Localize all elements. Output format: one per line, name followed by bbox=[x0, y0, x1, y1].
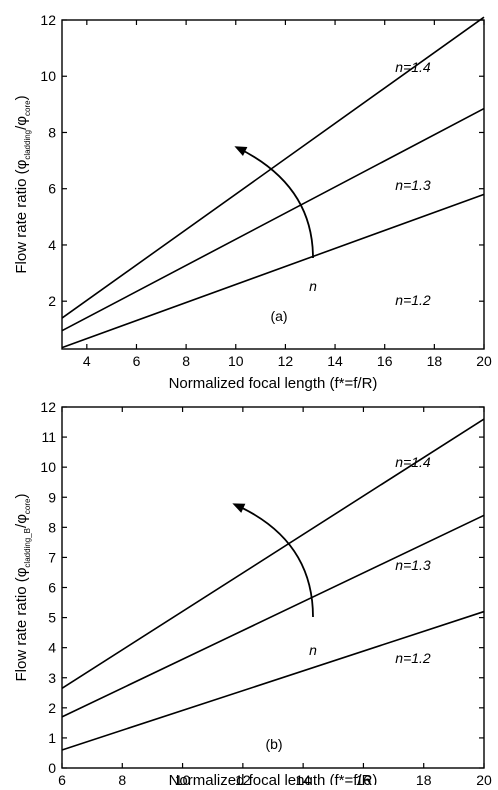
arrow-label: n bbox=[309, 278, 317, 294]
y-axis-title-part: cladding bbox=[23, 130, 32, 160]
trend-arrow bbox=[237, 147, 314, 259]
x-tick-label: 6 bbox=[58, 772, 66, 785]
series-line-n-1-2 bbox=[61, 193, 485, 349]
y-tick-label: 8 bbox=[48, 519, 56, 535]
y-axis-title-part: ) bbox=[13, 494, 30, 499]
x-tick-label: 12 bbox=[278, 353, 294, 369]
series-label: n=1.2 bbox=[395, 292, 431, 308]
y-tick-label: 6 bbox=[48, 181, 56, 197]
x-tick-label: 4 bbox=[83, 353, 91, 369]
y-axis-title-part: φ bbox=[13, 116, 30, 126]
x-tick-label: 8 bbox=[118, 772, 126, 785]
y-axis-title-part: / bbox=[13, 125, 30, 130]
x-tick-label: 16 bbox=[377, 353, 393, 369]
y-axis-title-part: / bbox=[13, 523, 30, 528]
y-tick-label: 12 bbox=[40, 399, 56, 415]
y-tick-label: 1 bbox=[48, 730, 56, 746]
y-tick-label: 11 bbox=[41, 429, 56, 445]
arrowhead-icon bbox=[232, 503, 246, 513]
y-axis-title-part: cladding_B bbox=[23, 528, 32, 568]
series-label: n=1.4 bbox=[395, 59, 431, 75]
y-tick-label: 0 bbox=[48, 760, 56, 776]
x-tick-label: 20 bbox=[476, 772, 492, 785]
y-axis-title-part: core bbox=[23, 498, 32, 514]
y-tick-label: 2 bbox=[48, 293, 56, 309]
arrow-label: n bbox=[309, 642, 317, 658]
x-tick-label: 14 bbox=[327, 353, 343, 369]
x-axis-title: Normalized focal length (f*=f/R) bbox=[169, 772, 378, 785]
series-line-n-1-4 bbox=[61, 16, 485, 319]
y-axis-title-part: φ bbox=[13, 514, 30, 524]
series-line-n-1-4 bbox=[61, 418, 485, 689]
y-tick-label: 5 bbox=[48, 610, 56, 626]
series-label: n=1.3 bbox=[395, 177, 431, 193]
x-tick-label: 6 bbox=[133, 353, 141, 369]
y-tick-label: 4 bbox=[48, 237, 56, 253]
trend-arrow bbox=[235, 504, 314, 618]
series-line-n-1-2 bbox=[61, 610, 485, 751]
x-tick-label: 12 bbox=[235, 772, 251, 785]
y-axis-title-part: Flow rate ratio ( bbox=[13, 169, 30, 273]
chart-panel-b: 6 8 10 12 14 16 18 200123456789101112n=1.4n=1.3… bbox=[13, 399, 492, 789]
x-tick-label: 10 bbox=[228, 353, 244, 369]
series-label: n=1.3 bbox=[395, 557, 431, 573]
arrowhead-icon bbox=[234, 146, 248, 157]
y-tick-label: 12 bbox=[40, 12, 56, 28]
series-label: n=1.2 bbox=[395, 650, 431, 666]
chart-panel-a: 4 6 8 10 12 14 16 18 20 2 4 6 8 10 12 n=1.4 n=1.3 n=1.2 n (… bbox=[13, 12, 492, 392]
series-line-n-1-3 bbox=[61, 107, 485, 332]
y-axis-title-part: Flow rate ratio ( bbox=[13, 577, 30, 681]
y-axis-title-part: φ bbox=[13, 159, 30, 169]
y-axis-title: Flow rate ratio (φcladding/φcore) bbox=[13, 95, 32, 273]
series-line-n-1-3 bbox=[61, 514, 485, 718]
x-tick-label: 18 bbox=[427, 353, 443, 369]
panel-label: (a) bbox=[270, 308, 287, 324]
y-axis-title-part: core bbox=[23, 100, 32, 116]
y-tick-label: 6 bbox=[48, 580, 56, 596]
panel-label: (b) bbox=[265, 736, 282, 752]
x-tick-label: 18 bbox=[416, 772, 432, 785]
y-tick-label: 4 bbox=[48, 640, 56, 656]
y-tick-label: 3 bbox=[48, 670, 56, 686]
y-tick-label: 8 bbox=[48, 124, 56, 140]
series-label: n=1.4 bbox=[395, 454, 431, 470]
y-axis-title: Flow rate ratio (φcladding_B/φcore) bbox=[13, 494, 32, 682]
x-tick-label: 8 bbox=[182, 353, 190, 369]
x-tick-label: 16 bbox=[356, 772, 372, 785]
x-tick-label: 20 bbox=[476, 353, 492, 369]
y-axis-title-part: φ bbox=[13, 567, 30, 577]
x-axis-title: Normalized focal length (f*=f/R) bbox=[169, 375, 378, 392]
y-axis-title-part: ) bbox=[13, 95, 30, 100]
y-tick-label: 7 bbox=[48, 549, 56, 565]
x-tick-label: 14 bbox=[295, 772, 311, 785]
y-tick-label: 2 bbox=[48, 700, 56, 716]
y-tick-label: 10 bbox=[40, 459, 56, 475]
plot-frame bbox=[61, 19, 485, 350]
y-tick-label: 10 bbox=[40, 68, 56, 84]
y-tick-label: 9 bbox=[48, 489, 56, 505]
x-tick-label: 10 bbox=[175, 772, 191, 785]
